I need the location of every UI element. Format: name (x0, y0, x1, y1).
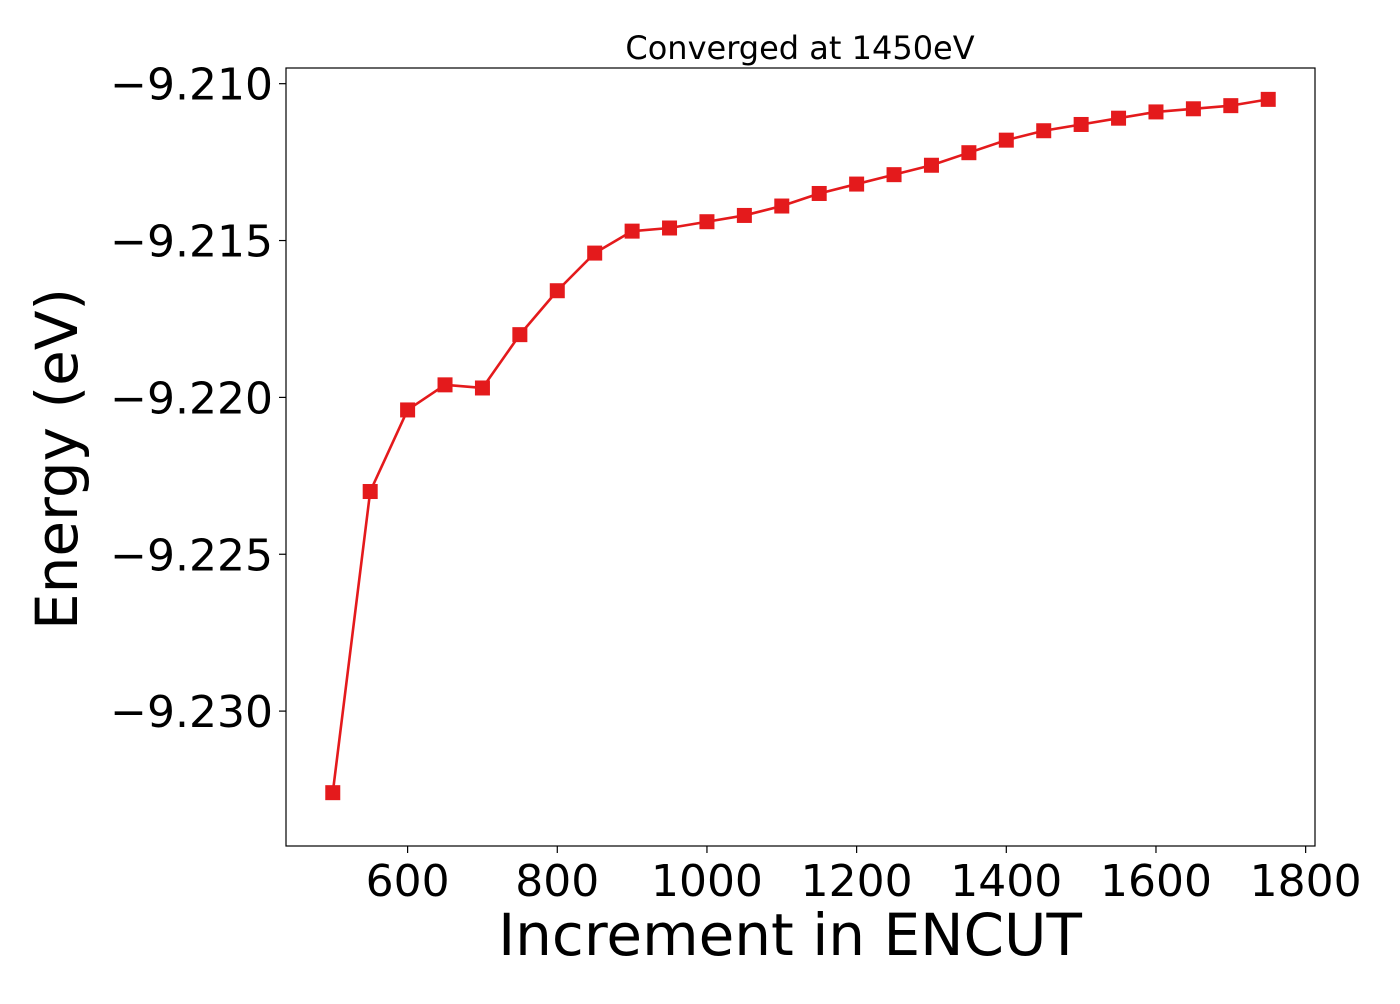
data-point-marker (1260, 91, 1276, 107)
y-axis: −9.210 −9.215 −9.220 −9.225 −9.230 (110, 60, 286, 738)
data-point-marker (549, 283, 565, 299)
y-tick-label: −9.230 (110, 687, 273, 738)
data-point-marker (923, 157, 939, 173)
data-point-marker (1073, 116, 1089, 132)
y-tick-label: −9.220 (110, 373, 273, 424)
data-point-marker (1148, 104, 1164, 120)
data-point-marker (512, 327, 528, 343)
plot-frame (285, 67, 1316, 847)
x-tick-label: 1600 (1100, 856, 1212, 907)
data-point-marker (362, 484, 378, 500)
data-point-marker (1223, 98, 1239, 114)
x-axis: 600 800 1000 1200 1400 1600 1800 (366, 846, 1362, 907)
x-tick-label: 600 (366, 856, 450, 907)
data-point-marker (474, 380, 490, 396)
data-point-marker (1111, 110, 1127, 126)
data-point-marker (587, 245, 603, 261)
y-tick-label: −9.215 (110, 217, 273, 268)
data-point-marker (811, 185, 827, 201)
data-point-marker (774, 198, 790, 214)
data-point-marker (849, 176, 865, 192)
series-layer (325, 91, 1276, 801)
y-tick-label: −9.210 (110, 60, 273, 111)
data-point-marker (998, 132, 1014, 148)
data-point-marker (886, 167, 902, 183)
x-tick-label: 800 (515, 856, 599, 907)
data-point-marker (1185, 101, 1201, 117)
y-tick-label: −9.225 (110, 530, 273, 581)
data-point-marker (699, 214, 715, 230)
data-point-marker (437, 377, 453, 393)
data-point-marker (961, 145, 977, 161)
data-point-marker (624, 223, 640, 239)
axes-frame (285, 67, 1316, 847)
data-point-marker (400, 402, 416, 418)
x-tick-label: 1800 (1250, 856, 1362, 907)
data-point-marker (1036, 123, 1052, 139)
data-point-marker (662, 220, 678, 236)
y-axis-label: Energy (eV) (23, 288, 91, 630)
x-tick-label: 1200 (801, 856, 913, 907)
x-axis-label: Increment in ENCUT (498, 901, 1082, 969)
x-tick-label: 1400 (950, 856, 1062, 907)
series-line (331, 98, 1269, 793)
chart-title: Converged at 1450eV (625, 29, 974, 67)
data-point-marker (325, 785, 341, 801)
x-tick-label: 1000 (651, 856, 763, 907)
data-point-marker (736, 207, 752, 223)
